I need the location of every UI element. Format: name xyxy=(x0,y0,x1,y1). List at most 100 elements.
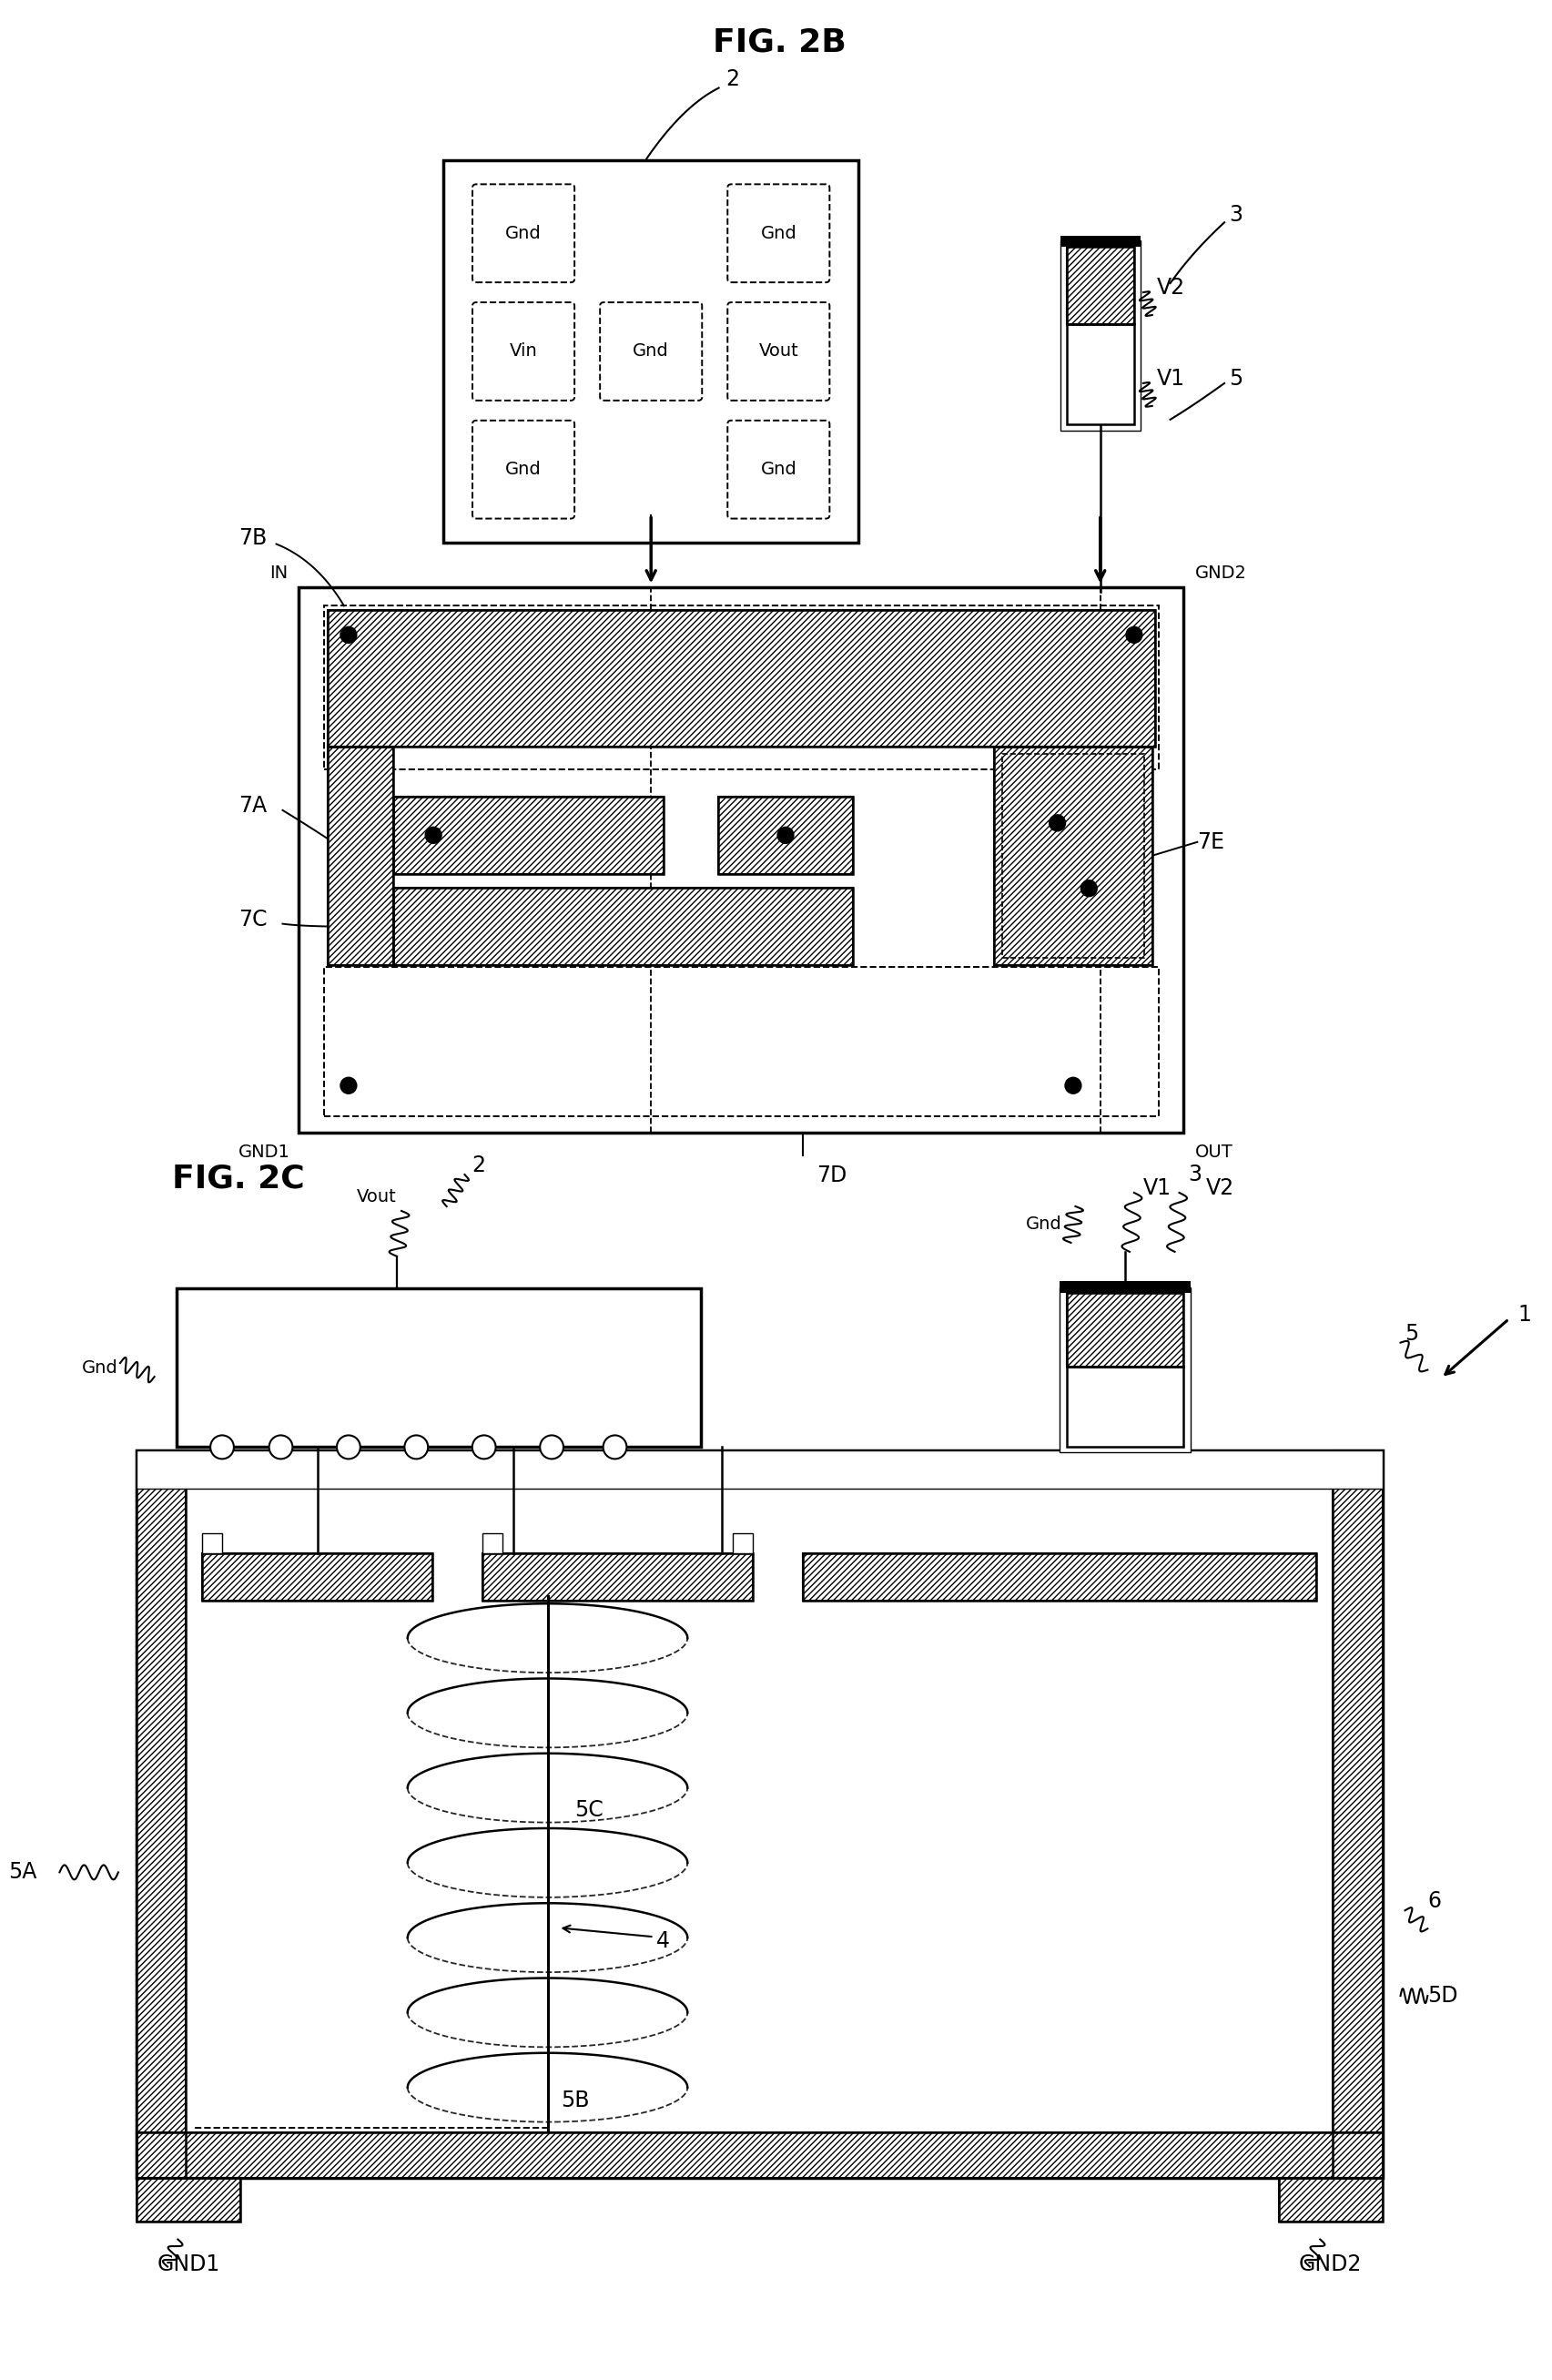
Text: IN: IN xyxy=(270,564,289,583)
Text: 3: 3 xyxy=(1229,205,1243,226)
Bar xyxy=(1066,1292,1184,1366)
Bar xyxy=(1058,1280,1190,1292)
Text: 5D: 5D xyxy=(1428,1985,1457,2006)
Bar xyxy=(327,609,1155,747)
Text: 7C: 7C xyxy=(239,909,267,931)
Circle shape xyxy=(1127,626,1142,643)
Bar xyxy=(324,607,1158,769)
Circle shape xyxy=(540,1435,563,1459)
Text: 7B: 7B xyxy=(239,526,267,547)
Circle shape xyxy=(340,1078,357,1095)
FancyBboxPatch shape xyxy=(728,183,830,283)
FancyBboxPatch shape xyxy=(472,302,574,400)
Bar xyxy=(1279,2178,1383,2221)
Text: 5B: 5B xyxy=(562,2090,590,2111)
Text: OUT: OUT xyxy=(1195,1145,1232,1161)
Bar xyxy=(1066,324,1135,424)
Bar xyxy=(1060,240,1141,431)
Bar xyxy=(995,747,1152,964)
Circle shape xyxy=(778,826,793,843)
Bar xyxy=(802,1554,1316,1602)
Text: V1: V1 xyxy=(1144,1178,1172,1200)
Bar xyxy=(300,588,1184,1133)
Bar xyxy=(137,2132,1383,2178)
Bar xyxy=(177,1288,700,1447)
FancyBboxPatch shape xyxy=(728,421,830,519)
Circle shape xyxy=(1080,881,1097,897)
Bar xyxy=(137,1452,1383,2178)
Text: FIG. 2C: FIG. 2C xyxy=(172,1164,306,1195)
Bar xyxy=(324,966,1158,1116)
Text: Gnd: Gnd xyxy=(1026,1216,1062,1233)
Bar xyxy=(1333,1452,1383,2178)
Text: Vin: Vin xyxy=(509,343,537,359)
Circle shape xyxy=(211,1435,234,1459)
Text: 2: 2 xyxy=(725,69,739,90)
Bar xyxy=(802,1554,1316,1602)
Bar xyxy=(444,159,858,543)
Text: 4: 4 xyxy=(656,1930,669,1952)
Text: 2: 2 xyxy=(472,1154,486,1176)
Bar xyxy=(1333,1452,1383,2178)
Text: Gnd: Gnd xyxy=(506,224,542,243)
Bar xyxy=(1058,1288,1190,1452)
FancyBboxPatch shape xyxy=(728,302,830,400)
Bar xyxy=(393,888,854,964)
Text: V2: V2 xyxy=(1206,1178,1235,1200)
Text: GND1: GND1 xyxy=(237,1145,290,1161)
Bar xyxy=(1003,754,1144,957)
Circle shape xyxy=(604,1435,627,1459)
Bar xyxy=(327,609,1155,747)
Circle shape xyxy=(337,1435,360,1459)
Text: Gnd: Gnd xyxy=(633,343,669,359)
Bar xyxy=(483,1533,501,1554)
Bar xyxy=(483,1554,753,1602)
Bar xyxy=(1279,2178,1383,2221)
Text: 5: 5 xyxy=(1405,1323,1419,1345)
Text: 7D: 7D xyxy=(816,1164,847,1185)
Text: V2: V2 xyxy=(1156,276,1186,300)
Bar xyxy=(393,797,664,873)
Text: 7E: 7E xyxy=(1197,831,1225,852)
Bar xyxy=(733,1533,753,1554)
Bar xyxy=(137,2178,241,2221)
Text: Gnd: Gnd xyxy=(82,1359,118,1376)
Text: FIG. 2B: FIG. 2B xyxy=(712,26,846,57)
Bar xyxy=(202,1554,433,1602)
Bar xyxy=(137,1452,186,2178)
Bar xyxy=(137,1452,186,2178)
Text: 5A: 5A xyxy=(8,1861,37,1883)
Bar xyxy=(719,797,854,873)
Text: GND1: GND1 xyxy=(157,2254,220,2275)
Text: 7A: 7A xyxy=(239,795,267,816)
Circle shape xyxy=(425,826,441,843)
Text: Vout: Vout xyxy=(357,1188,396,1207)
Circle shape xyxy=(268,1435,292,1459)
Text: 5: 5 xyxy=(1229,369,1243,390)
Bar xyxy=(327,747,393,964)
Bar xyxy=(137,2132,1383,2178)
Bar xyxy=(202,1533,222,1554)
Text: Gnd: Gnd xyxy=(506,462,542,478)
Circle shape xyxy=(340,626,357,643)
Bar xyxy=(393,888,854,964)
Bar xyxy=(1066,248,1135,324)
Circle shape xyxy=(472,1435,495,1459)
Text: 3: 3 xyxy=(1189,1164,1201,1185)
Bar xyxy=(1060,236,1141,248)
Circle shape xyxy=(405,1435,428,1459)
Bar xyxy=(137,1452,1383,1490)
Bar xyxy=(1066,1292,1184,1366)
Bar xyxy=(393,797,664,873)
Text: V1: V1 xyxy=(1156,369,1184,390)
Bar xyxy=(995,747,1152,964)
FancyBboxPatch shape xyxy=(472,421,574,519)
Text: GND2: GND2 xyxy=(1195,564,1246,583)
FancyBboxPatch shape xyxy=(601,302,702,400)
Text: GND2: GND2 xyxy=(1299,2254,1363,2275)
Text: Gnd: Gnd xyxy=(760,462,796,478)
Bar xyxy=(202,1554,433,1602)
Text: 6: 6 xyxy=(1428,1890,1442,1911)
Bar xyxy=(719,797,854,873)
Bar xyxy=(137,2178,241,2221)
